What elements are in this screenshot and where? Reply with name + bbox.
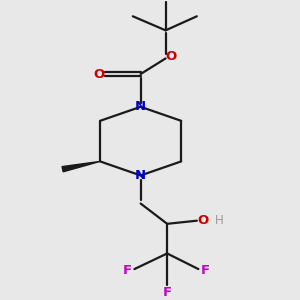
Text: F: F <box>163 286 172 299</box>
Text: O: O <box>166 50 177 63</box>
Text: N: N <box>135 100 146 113</box>
Text: H: H <box>215 214 224 227</box>
Text: O: O <box>197 214 209 227</box>
Text: F: F <box>201 264 210 277</box>
Polygon shape <box>62 161 100 172</box>
Text: N: N <box>135 169 146 182</box>
Text: O: O <box>94 68 105 80</box>
Text: F: F <box>123 264 132 277</box>
